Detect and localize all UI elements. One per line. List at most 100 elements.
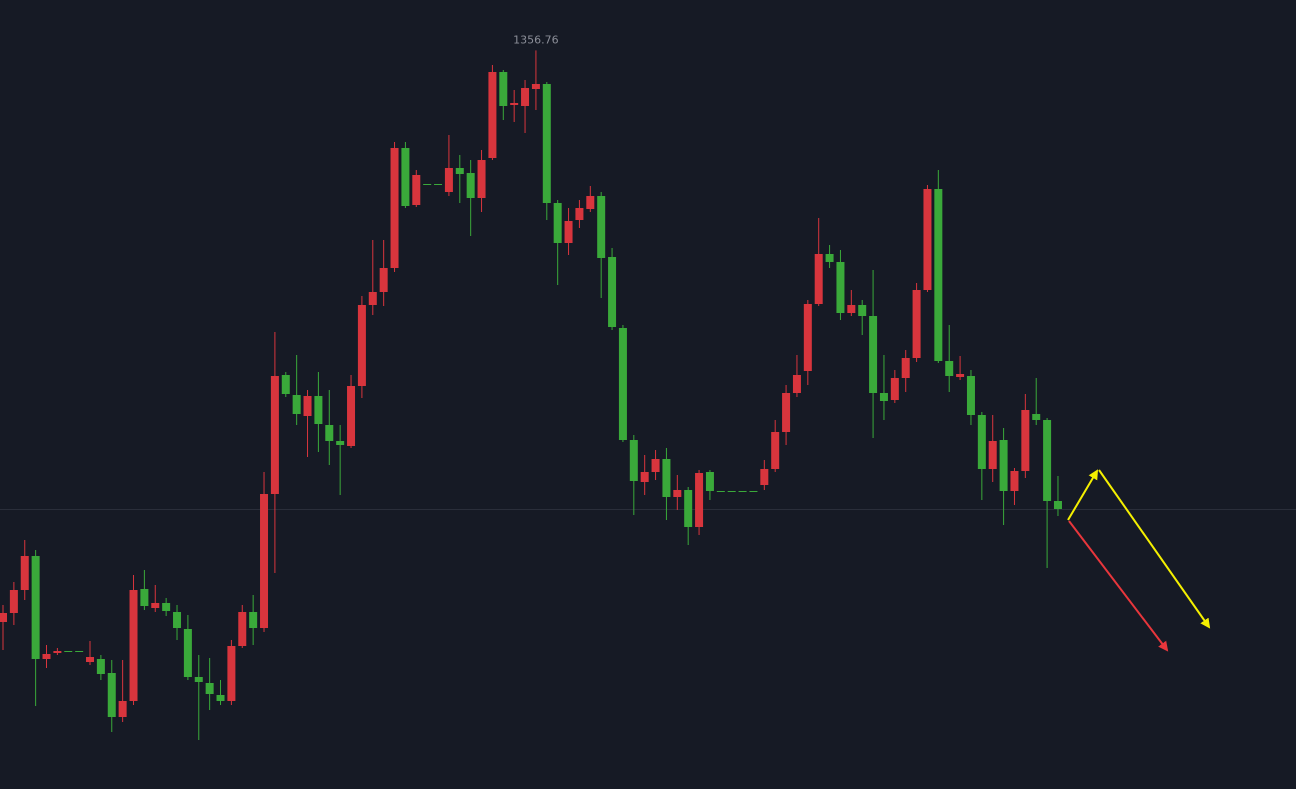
candle-body bbox=[771, 432, 780, 469]
candle-body bbox=[390, 148, 399, 268]
candle-body bbox=[912, 290, 921, 358]
candle-body bbox=[521, 88, 530, 106]
candle-body bbox=[586, 196, 595, 209]
candle-body bbox=[782, 393, 791, 432]
high-price-label: 1356.76 bbox=[513, 33, 559, 46]
candle-body bbox=[292, 395, 301, 414]
candle-body bbox=[412, 175, 421, 205]
candle-body bbox=[934, 189, 943, 361]
candle-body bbox=[564, 221, 573, 243]
candle-body bbox=[477, 160, 486, 198]
candle-body bbox=[803, 304, 812, 371]
candle-body bbox=[825, 254, 834, 262]
candle-body bbox=[357, 305, 366, 386]
candle-body bbox=[575, 208, 584, 220]
candle-body bbox=[9, 590, 18, 613]
candle-body bbox=[466, 173, 475, 198]
candle-body bbox=[336, 441, 345, 445]
candle-body bbox=[270, 376, 279, 494]
candle-body bbox=[662, 459, 671, 497]
candle-body bbox=[423, 184, 432, 185]
candle-body bbox=[303, 396, 312, 416]
candle-body bbox=[20, 556, 29, 590]
candle-body bbox=[118, 701, 127, 717]
candle-body bbox=[999, 440, 1008, 491]
candle-body bbox=[640, 472, 649, 482]
drawn-arrow bbox=[1068, 520, 1169, 652]
candle-body bbox=[1021, 410, 1030, 471]
candle-body bbox=[129, 590, 138, 701]
candle-body bbox=[107, 673, 116, 717]
candle-body bbox=[727, 491, 736, 492]
candle-body bbox=[0, 613, 7, 622]
candle-body bbox=[140, 589, 149, 606]
candle-body bbox=[314, 396, 323, 424]
candle-body bbox=[1053, 501, 1062, 509]
candle-body bbox=[510, 103, 519, 105]
candle-body bbox=[1043, 420, 1052, 501]
candle-body bbox=[814, 254, 823, 304]
candle-body bbox=[945, 361, 954, 376]
candle-body bbox=[749, 491, 758, 492]
candle-body bbox=[956, 374, 965, 377]
candle-body bbox=[86, 657, 95, 662]
candle-body bbox=[618, 328, 627, 440]
candle-body bbox=[368, 292, 377, 305]
candle-body bbox=[455, 168, 464, 174]
candle-body bbox=[444, 168, 453, 192]
candle-body bbox=[923, 189, 932, 290]
candle-body bbox=[42, 654, 51, 659]
candle-body bbox=[988, 441, 997, 469]
candle-body bbox=[553, 203, 562, 243]
candle-body bbox=[401, 148, 410, 206]
candle-body bbox=[608, 257, 617, 327]
candle-body bbox=[684, 490, 693, 527]
candle-body bbox=[173, 612, 182, 628]
candle-body bbox=[858, 305, 867, 316]
candle-body bbox=[162, 603, 171, 611]
candle-body bbox=[836, 262, 845, 313]
candle-body bbox=[901, 358, 910, 378]
candle-body bbox=[96, 659, 105, 674]
candle-body bbox=[542, 84, 551, 203]
candle-body bbox=[879, 393, 888, 401]
candle-body bbox=[499, 72, 508, 106]
candle-body bbox=[629, 440, 638, 481]
candle-body bbox=[75, 651, 84, 652]
candles bbox=[0, 50, 1062, 740]
candle-body bbox=[673, 490, 682, 497]
candle-body bbox=[869, 316, 878, 393]
candle-body bbox=[760, 469, 769, 485]
candle-body bbox=[977, 415, 986, 469]
candle-body bbox=[716, 491, 725, 492]
candle-body bbox=[151, 603, 160, 608]
candle-body bbox=[216, 695, 225, 701]
candle-body bbox=[281, 375, 290, 394]
candle-body bbox=[847, 305, 856, 313]
candle-body bbox=[53, 651, 62, 653]
candle-body bbox=[379, 268, 388, 292]
candle-body bbox=[31, 556, 40, 659]
candle-body bbox=[238, 612, 247, 646]
candle-body bbox=[890, 378, 899, 400]
candle-body bbox=[249, 612, 258, 628]
candle-body bbox=[183, 629, 192, 677]
candle-body bbox=[597, 196, 606, 258]
candle-body bbox=[434, 184, 443, 185]
candle-body bbox=[792, 375, 801, 393]
candle-body bbox=[488, 72, 497, 158]
candle-body bbox=[205, 683, 214, 694]
candle-body bbox=[1010, 471, 1019, 491]
candle-body bbox=[194, 677, 203, 682]
candle-body bbox=[705, 472, 714, 491]
candle-body bbox=[531, 84, 540, 89]
candle-body bbox=[260, 494, 269, 628]
candle-body bbox=[325, 425, 334, 441]
drawings bbox=[1067, 469, 1211, 652]
drawn-arrow bbox=[1098, 469, 1211, 629]
candle-body bbox=[347, 386, 356, 446]
candle-body bbox=[64, 651, 73, 652]
candle-body bbox=[1032, 414, 1041, 420]
